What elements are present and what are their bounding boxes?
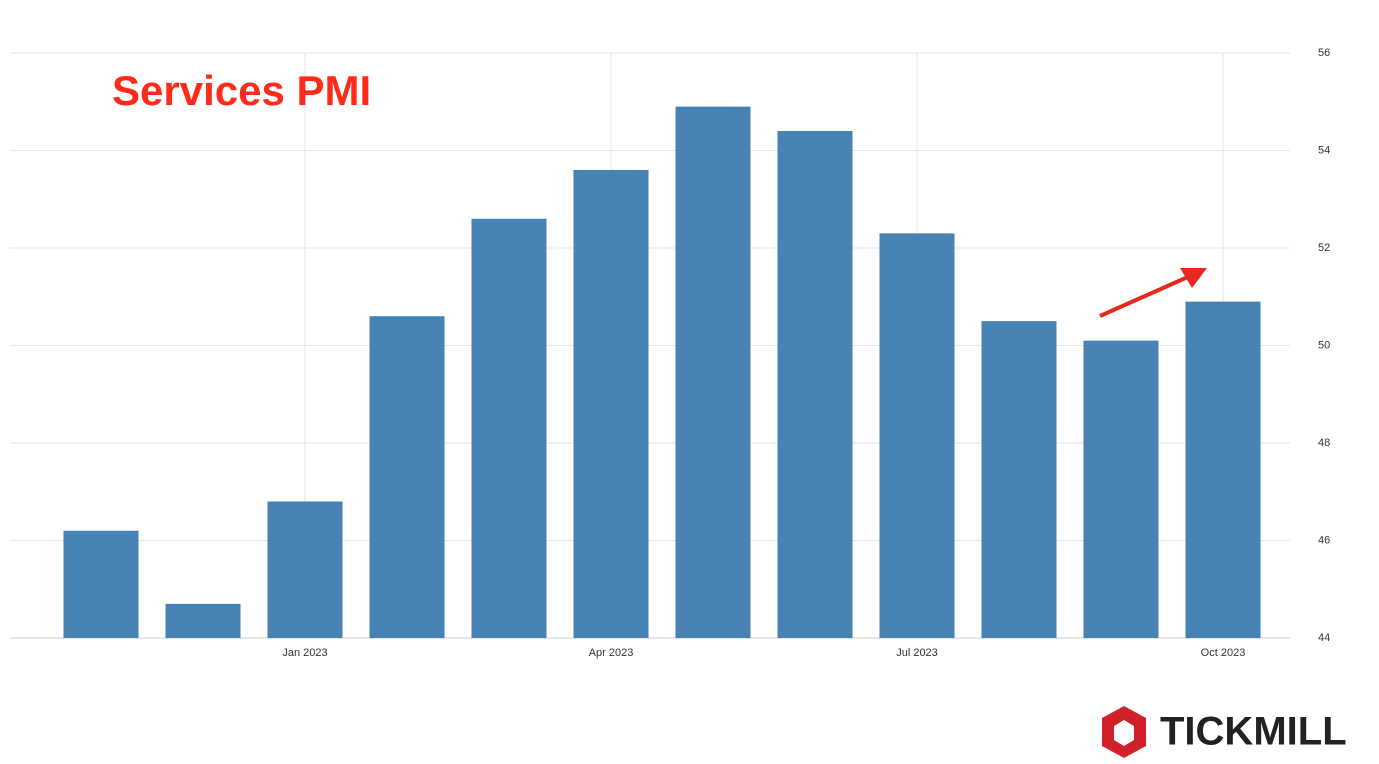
y-tick-label: 54 bbox=[1318, 144, 1330, 156]
x-tick-label: Oct 2023 bbox=[1201, 647, 1246, 659]
y-tick-label: 52 bbox=[1318, 242, 1330, 254]
bar bbox=[369, 316, 445, 638]
bar bbox=[573, 170, 649, 638]
bar bbox=[777, 131, 853, 638]
bar bbox=[1185, 301, 1261, 638]
bar bbox=[267, 501, 343, 638]
bar bbox=[879, 233, 955, 638]
bar bbox=[471, 218, 547, 638]
y-tick-label: 56 bbox=[1318, 47, 1330, 59]
x-tick-label: Jul 2023 bbox=[896, 647, 938, 659]
bar bbox=[675, 106, 751, 638]
y-tick-label: 48 bbox=[1318, 437, 1330, 449]
x-tick-label: Apr 2023 bbox=[589, 647, 634, 659]
bar bbox=[1083, 340, 1159, 638]
y-tick-label: 44 bbox=[1318, 632, 1330, 644]
logo: TICKMILL bbox=[1102, 706, 1347, 758]
logo-text: TICKMILL bbox=[1160, 710, 1347, 754]
y-tick-label: 46 bbox=[1318, 534, 1330, 546]
bar bbox=[981, 321, 1057, 638]
chart-title: Services PMI bbox=[112, 67, 371, 114]
bar bbox=[63, 530, 139, 638]
trend-arrow bbox=[1099, 268, 1207, 318]
x-tick-label: Jan 2023 bbox=[282, 647, 327, 659]
y-tick-label: 50 bbox=[1318, 339, 1330, 351]
bar bbox=[165, 603, 241, 638]
